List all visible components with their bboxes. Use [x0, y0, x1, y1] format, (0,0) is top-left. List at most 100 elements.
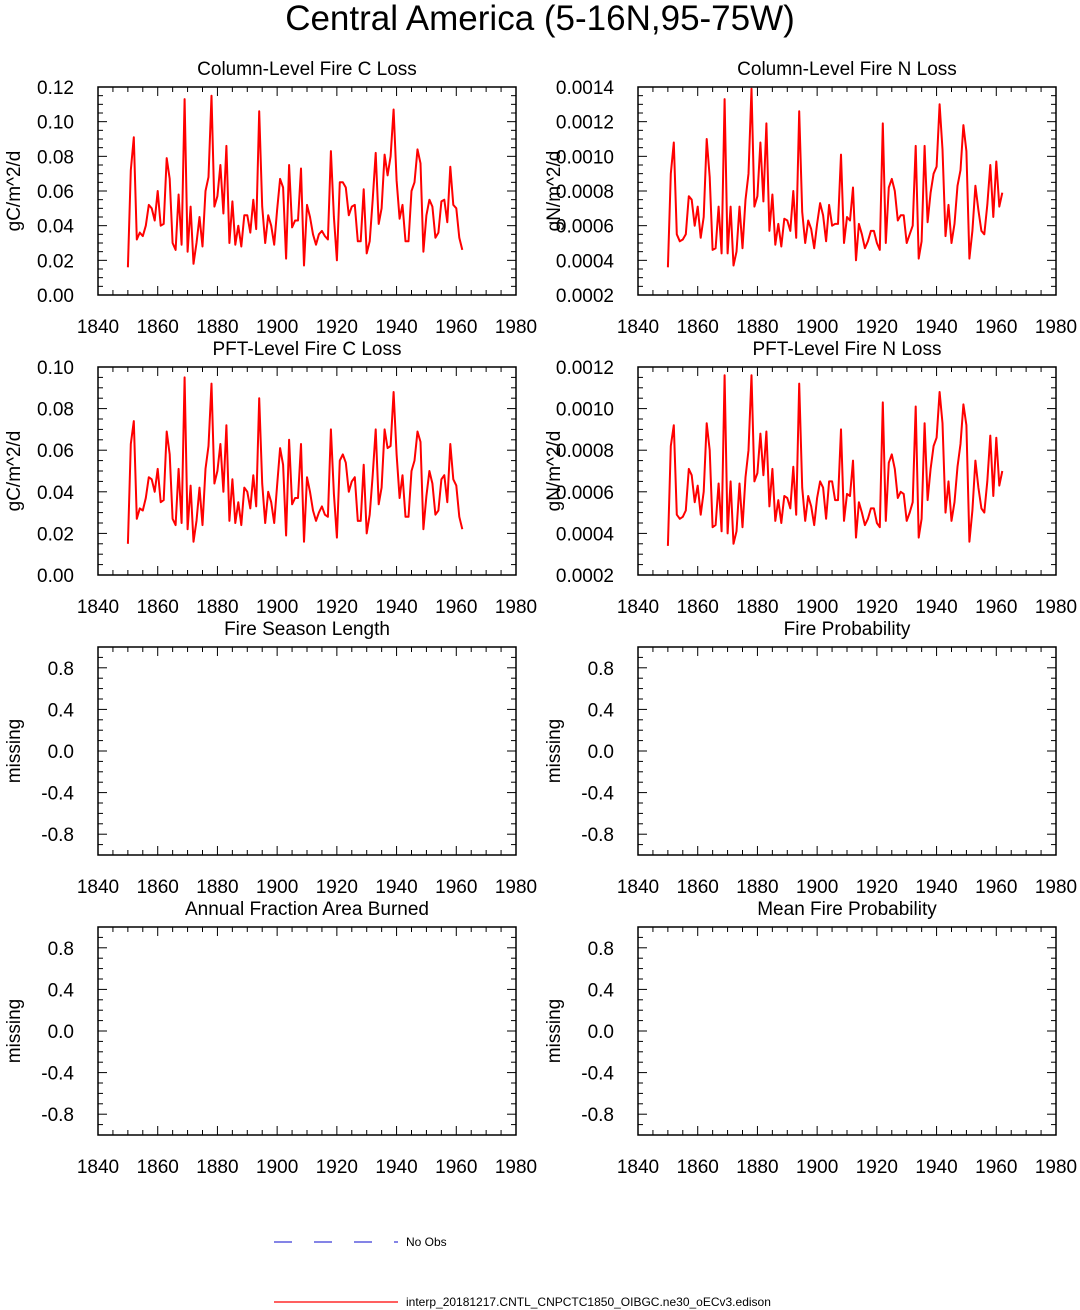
x-tick-label: 1960: [975, 877, 1017, 898]
panel-title: Column-Level Fire C Loss: [197, 59, 417, 80]
x-tick-label: 1900: [256, 597, 298, 618]
y-axis-label: gN/m^2/d: [544, 151, 565, 232]
y-tick-label: -0.4: [41, 1064, 74, 1085]
series-line: [666, 374, 1004, 546]
y-tick-label: 0.0004: [556, 251, 615, 272]
x-tick-label: 1980: [1035, 597, 1077, 618]
x-tick-label: 1940: [375, 597, 417, 618]
x-tick-label: 1980: [495, 597, 537, 618]
panel-1: Column-Level Fire C Loss gC/m^2/d 1840 1860…: [4, 59, 537, 338]
x-tick-label: 1860: [677, 1157, 719, 1178]
y-axis-label: missing: [544, 719, 565, 783]
x-tick-label: 1960: [435, 1157, 477, 1178]
x-tick-label: 1880: [736, 317, 778, 338]
x-tick-label: 1880: [736, 597, 778, 618]
y-axis-label: missing: [544, 999, 565, 1063]
y-tick-label: 0.0012: [556, 113, 614, 134]
panel-title: PFT-Level Fire N Loss: [753, 339, 942, 360]
y-tick-label: -0.8: [41, 825, 74, 846]
panel-6: Fire Probability missing 1840 1860 1880 1900 1…: [544, 619, 1077, 898]
y-tick-label: 0.0004: [556, 524, 615, 545]
y-tick-label: 0.4: [48, 980, 75, 1001]
panels: Column-Level Fire C Loss gC/m^2/d 1840 1860…: [4, 59, 1077, 1178]
y-tick-label: 0.4: [588, 700, 615, 721]
plot-frame: [637, 366, 1057, 576]
y-tick-label: 0.02: [37, 524, 74, 545]
x-tick-label: 1960: [975, 317, 1017, 338]
y-tick-label: -0.4: [41, 784, 74, 805]
y-tick-label: 0.04: [37, 217, 74, 238]
x-tick-label: 1980: [495, 877, 537, 898]
x-tick-label: 1860: [137, 317, 179, 338]
y-tick-label: 0.0008: [556, 441, 614, 462]
panel-5: Fire Season Length missing 1840 1860 1880 190…: [4, 619, 537, 898]
panel-8: Mean Fire Probability missing 1840 1860 1880…: [544, 899, 1077, 1178]
panel-title: Fire Season Length: [224, 619, 390, 640]
y-tick-label: -0.8: [41, 1105, 74, 1126]
series-line: [126, 94, 464, 268]
x-tick-label: 1900: [796, 1157, 838, 1178]
x-tick-label: 1840: [77, 877, 119, 898]
y-tick-label: 0.0012: [556, 358, 614, 379]
y-tick-label: 0.8: [48, 939, 74, 960]
x-tick-label: 1860: [137, 877, 179, 898]
plot-frame: [97, 86, 517, 296]
x-tick-label: 1840: [77, 1157, 119, 1178]
x-tick-label: 1960: [435, 877, 477, 898]
y-tick-label: 0.0: [48, 1022, 74, 1043]
x-tick-label: 1840: [617, 317, 659, 338]
x-tick-label: 1900: [256, 877, 298, 898]
y-tick-label: -0.8: [581, 1105, 614, 1126]
panel-4: PFT-Level Fire N Loss gN/m^2/d 1840 1860 188…: [544, 339, 1077, 618]
y-tick-label: 0.08: [37, 400, 74, 421]
y-tick-label: 0.04: [37, 483, 74, 504]
y-tick-label: 0.12: [37, 78, 74, 99]
x-tick-label: 1900: [796, 877, 838, 898]
x-tick-label: 1980: [495, 1157, 537, 1178]
x-tick-label: 1980: [1035, 317, 1077, 338]
x-tick-label: 1940: [375, 1157, 417, 1178]
series-line: [666, 87, 1004, 268]
x-tick-label: 1900: [796, 317, 838, 338]
x-tick-label: 1880: [196, 597, 238, 618]
y-tick-label: 0.0006: [556, 483, 614, 504]
x-tick-label: 1860: [677, 597, 719, 618]
x-tick-label: 1920: [316, 1157, 358, 1178]
y-tick-label: 0.0002: [556, 566, 614, 587]
x-tick-label: 1860: [137, 1157, 179, 1178]
x-tick-label: 1840: [617, 597, 659, 618]
y-axis-label: gN/m^2/d: [544, 431, 565, 512]
x-tick-label: 1980: [495, 317, 537, 338]
x-tick-label: 1980: [1035, 1157, 1077, 1178]
legend: No Obs interp_20181217.CNTL_CNPCTC1850_OI…: [274, 1235, 771, 1309]
panel-title: Fire Probability: [784, 619, 911, 640]
x-tick-label: 1940: [915, 317, 957, 338]
x-tick-label: 1920: [856, 597, 898, 618]
x-tick-label: 1920: [856, 877, 898, 898]
y-tick-label: 0.06: [37, 441, 74, 462]
plot-frame: [97, 366, 517, 576]
y-tick-label: 0.4: [48, 700, 75, 721]
x-tick-label: 1920: [856, 1157, 898, 1178]
panel-title: Annual Fraction Area Burned: [185, 899, 429, 920]
x-tick-label: 1840: [77, 597, 119, 618]
y-tick-label: 0.00: [37, 566, 74, 587]
x-tick-label: 1860: [137, 597, 179, 618]
x-tick-label: 1920: [856, 317, 898, 338]
x-tick-label: 1840: [617, 1157, 659, 1178]
x-tick-label: 1940: [375, 317, 417, 338]
y-axis-label: gC/m^2/d: [4, 431, 25, 512]
y-tick-label: 0.10: [37, 358, 74, 379]
y-tick-label: -0.4: [581, 784, 614, 805]
y-tick-label: 0.0: [588, 1022, 614, 1043]
figure-title: Central America (5-16N,95-75W): [285, 0, 795, 38]
x-tick-label: 1960: [975, 1157, 1017, 1178]
panel-title: Mean Fire Probability: [757, 899, 937, 920]
x-tick-label: 1960: [435, 317, 477, 338]
x-tick-label: 1940: [915, 597, 957, 618]
y-tick-label: 0.08: [37, 147, 74, 168]
panel-2: Column-Level Fire N Loss gN/m^2/d 1840 1860…: [544, 59, 1077, 338]
x-tick-label: 1840: [617, 877, 659, 898]
x-tick-label: 1940: [915, 877, 957, 898]
